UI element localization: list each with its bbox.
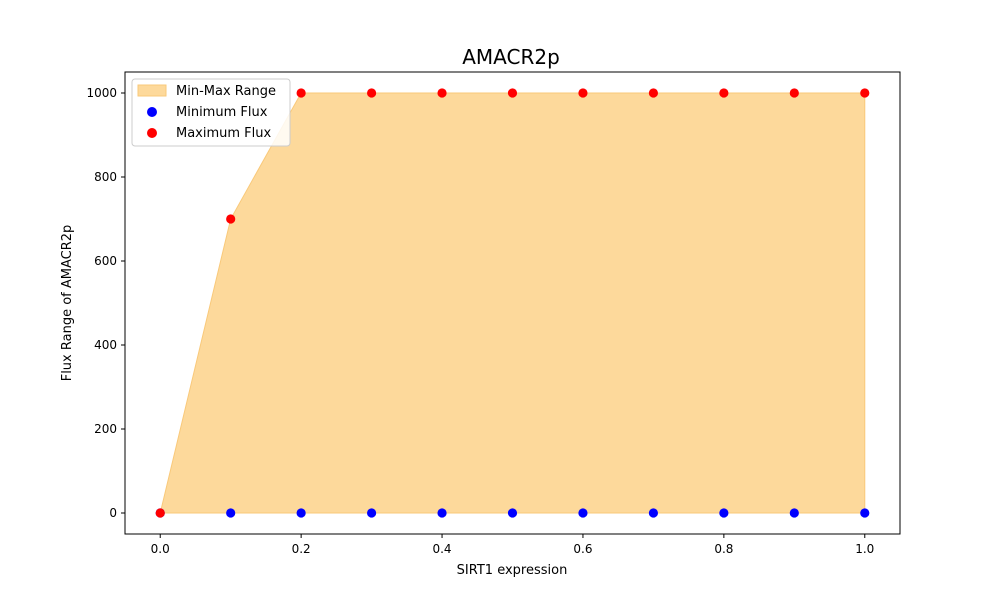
minimum-flux-point <box>296 508 306 518</box>
y-axis-label: Flux Range of AMACR2p <box>60 225 75 382</box>
maximum-flux-point <box>155 508 165 518</box>
minimum-flux-point <box>578 508 588 518</box>
min-max-range-area <box>159 92 866 514</box>
x-tick-label: 0.8 <box>714 542 733 556</box>
maximum-flux-point <box>789 88 799 98</box>
maximum-flux-point <box>366 88 377 98</box>
y-tick-label: 200 <box>94 422 117 436</box>
maximum-flux-point <box>860 88 870 98</box>
legend: Min-Max Range Minimum Flux Maximum Flux <box>131 78 291 147</box>
legend-swatch-range <box>137 84 167 97</box>
minimum-flux-point <box>226 508 236 518</box>
minimum-flux-point <box>366 508 377 518</box>
maximum-flux-point <box>437 88 447 98</box>
maximum-flux-series <box>155 88 870 518</box>
minimum-flux-point <box>507 508 518 518</box>
minimum-flux-point <box>437 508 447 518</box>
maximum-flux-point <box>507 88 518 98</box>
x-axis-ticks: 0.0 0.2 0.4 0.6 0.8 1.0 <box>151 534 874 556</box>
legend-marker-maximum <box>147 128 157 138</box>
minimum-flux-point <box>860 508 870 518</box>
chart-title: AMACR2p <box>462 45 560 69</box>
maximum-flux-point <box>648 88 659 98</box>
x-tick-label: 1.0 <box>855 542 874 556</box>
plot-area <box>155 88 870 518</box>
x-tick-label: 0.6 <box>573 542 592 556</box>
legend-label-maximum: Maximum Flux <box>176 126 272 141</box>
maximum-flux-point <box>296 88 306 98</box>
legend-marker-minimum <box>147 107 157 117</box>
minimum-flux-point <box>789 508 799 518</box>
y-tick-label: 400 <box>94 338 117 352</box>
maximum-flux-point <box>226 214 236 224</box>
plot-frame <box>124 71 901 535</box>
minimum-flux-point <box>648 508 659 518</box>
minimum-flux-point <box>719 508 729 518</box>
maximum-flux-point <box>719 88 729 98</box>
legend-label-minimum: Minimum Flux <box>176 105 268 120</box>
legend-box <box>131 78 291 147</box>
x-tick-label: 0.4 <box>432 542 451 556</box>
x-tick-label: 0.0 <box>151 542 170 556</box>
maximum-flux-point <box>578 88 588 98</box>
y-tick-label: 1000 <box>86 86 117 100</box>
legend-label-range: Min-Max Range <box>176 84 276 99</box>
x-tick-label: 0.2 <box>292 542 311 556</box>
y-tick-label: 800 <box>94 170 117 184</box>
y-tick-label: 0 <box>109 506 117 520</box>
y-axis-ticks: 0 200 400 600 800 1000 <box>86 86 125 520</box>
y-tick-label: 600 <box>94 254 117 268</box>
minimum-flux-series <box>155 508 870 518</box>
x-axis-label: SIRT1 expression <box>457 563 568 578</box>
